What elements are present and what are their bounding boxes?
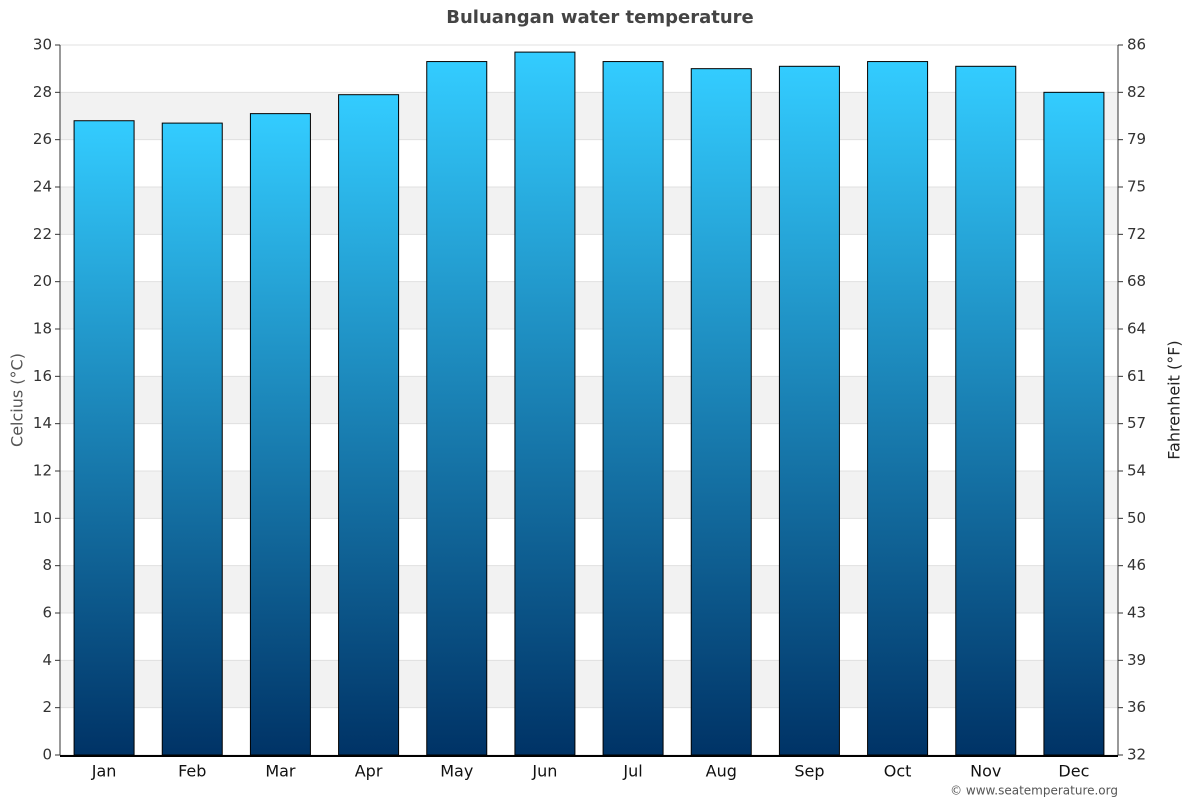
x-tick-label: Oct <box>884 762 912 781</box>
y2-tick-label: 57 <box>1127 414 1146 432</box>
y2-tick-label: 86 <box>1127 36 1146 54</box>
x-tick-label: Mar <box>265 762 296 781</box>
y-tick-label: 10 <box>33 509 52 527</box>
y2-tick-label: 46 <box>1127 556 1146 574</box>
bar <box>1043 91 1105 756</box>
y2-tick-label: 36 <box>1127 698 1146 716</box>
grid-band <box>60 565 1118 613</box>
y-axis-label: Celcius (°C) <box>8 353 27 447</box>
y2-tick-label: 82 <box>1127 83 1146 101</box>
credit: © www.seatemperature.org <box>950 784 1118 798</box>
x-tick-label: Dec <box>1058 762 1089 781</box>
y2-tick-label: 54 <box>1127 462 1146 480</box>
grid-band <box>60 471 1118 519</box>
y2-tick-label: 75 <box>1127 178 1146 196</box>
grid-band <box>60 92 1118 140</box>
y-tick-label: 16 <box>33 367 52 385</box>
y-tick-label: 28 <box>33 83 52 101</box>
bar <box>73 120 135 756</box>
y2-tick-label: 39 <box>1127 651 1146 669</box>
y2-tick-label: 68 <box>1127 272 1146 290</box>
x-tick-label: Nov <box>970 762 1001 781</box>
y-tick-label: 12 <box>33 462 52 480</box>
grid-band <box>60 281 1118 329</box>
x-tick-label: Sep <box>794 762 824 781</box>
y-tick-label: 30 <box>33 36 52 54</box>
grid-band <box>60 660 1118 708</box>
bar <box>955 65 1017 756</box>
y-tick-label: 8 <box>42 556 52 574</box>
bar <box>690 68 752 756</box>
y-tick-label: 14 <box>33 414 52 432</box>
x-tick-label: Apr <box>355 762 383 781</box>
y2-tick-label: 43 <box>1127 604 1146 622</box>
y2-tick-label: 61 <box>1127 367 1146 385</box>
y-tick-label: 2 <box>42 698 52 716</box>
y2-tick-label: 64 <box>1127 320 1146 338</box>
y-tick-label: 18 <box>33 320 52 338</box>
y-tick-label: 4 <box>42 651 52 669</box>
bar <box>778 65 840 756</box>
y2-tick-label: 72 <box>1127 225 1146 243</box>
y-tick-label: 0 <box>42 746 52 764</box>
bar <box>426 61 488 756</box>
y2-tick-label: 50 <box>1127 509 1146 527</box>
y-tick-label: 22 <box>33 225 52 243</box>
bar <box>249 113 311 756</box>
y-tick-label: 20 <box>33 272 52 290</box>
y2-tick-label: 32 <box>1127 746 1146 764</box>
x-tick-label: May <box>440 762 473 781</box>
y-tick-label: 24 <box>33 178 52 196</box>
bar <box>161 122 223 756</box>
x-tick-label: Aug <box>706 762 737 781</box>
x-tick-label: Jan <box>91 762 117 781</box>
y-tick-label: 6 <box>42 604 52 622</box>
y2-axis-label: Fahrenheit (°F) <box>1165 340 1184 459</box>
y2-tick-label: 79 <box>1127 130 1146 148</box>
grid-band <box>60 376 1118 424</box>
x-tick-label: Jun <box>531 762 557 781</box>
grid-band <box>60 187 1118 235</box>
y-tick-label: 26 <box>33 130 52 148</box>
bar <box>338 94 400 756</box>
x-tick-label: Feb <box>178 762 206 781</box>
bar <box>602 61 664 756</box>
bar <box>867 61 929 756</box>
x-tick-label: Jul <box>622 762 642 781</box>
chart-title: Buluangan water temperature <box>446 7 754 28</box>
bar <box>514 51 576 756</box>
